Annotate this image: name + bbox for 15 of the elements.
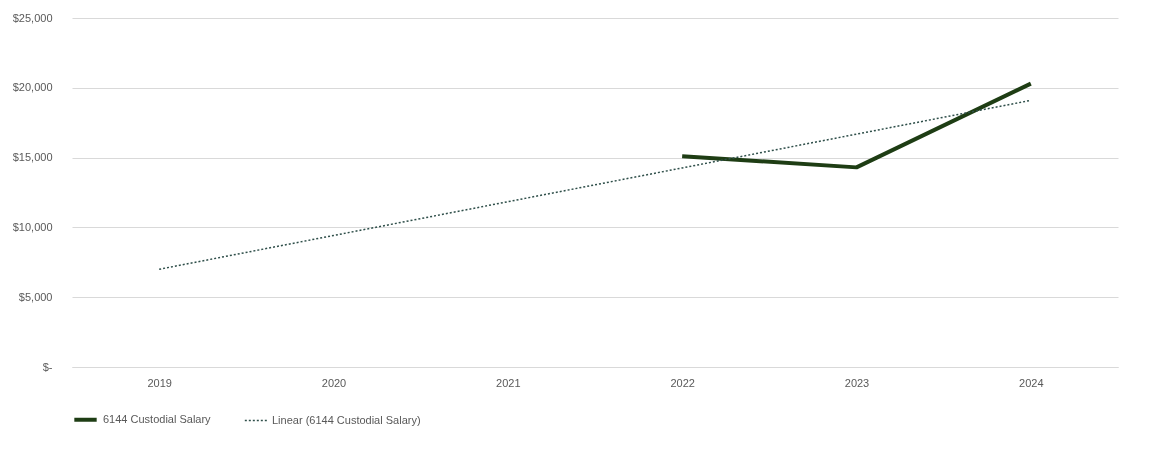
y-tick-label: $15,000 bbox=[12, 151, 53, 164]
y-tick-label: $25,000 bbox=[12, 11, 53, 24]
x-tick-label: 2021 bbox=[496, 376, 521, 389]
y-tick-label: $5,000 bbox=[18, 290, 53, 303]
line-series bbox=[158, 99, 1032, 271]
legend-label: 6144 Custodial Salary bbox=[103, 412, 212, 425]
y-tick-label: $10,000 bbox=[12, 220, 53, 233]
y-tick-label: $- bbox=[42, 360, 53, 373]
y-tick-label: $20,000 bbox=[12, 81, 53, 94]
x-tick-label: 2019 bbox=[147, 376, 172, 389]
x-tick-label: 2022 bbox=[670, 376, 695, 389]
x-tick-label: 2020 bbox=[321, 376, 347, 389]
x-tick-label: 2024 bbox=[1019, 376, 1044, 389]
legend-label: Linear (6144 Custodial Salary) bbox=[272, 413, 421, 426]
x-tick-label: 2023 bbox=[844, 376, 870, 389]
